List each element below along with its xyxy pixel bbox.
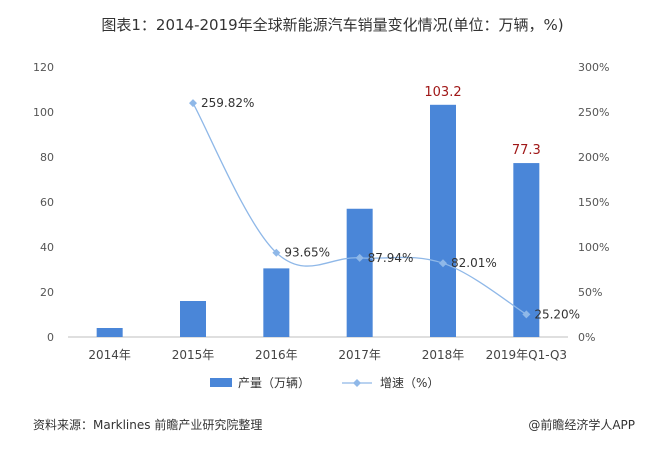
x-tick-label: 2014年 (88, 348, 131, 362)
growth-line-path (192, 102, 527, 315)
bar (430, 104, 456, 337)
legend-swatch-marker (353, 379, 361, 387)
x-tick-label: 2015年 (172, 348, 215, 362)
bar (96, 328, 123, 337)
y-right-tick-label: 150% (578, 196, 609, 209)
bars (96, 104, 540, 337)
growth-value-label: 87.94% (368, 251, 414, 265)
bar-value-label: 103.2 (424, 85, 461, 100)
y-left-tick-label: 80 (40, 151, 54, 164)
growth-line (189, 99, 531, 319)
x-tick-label: 2019年Q1-Q3 (486, 348, 567, 362)
legend: 产量（万辆） 增速（%） (210, 376, 439, 390)
brand-credit: @前瞻经济学人APP (528, 418, 635, 432)
source-note: 资料来源：Marklines 前瞻产业研究院整理 (33, 418, 263, 432)
growth-point (189, 99, 197, 108)
y-right-tick-label: 250% (578, 106, 609, 119)
x-tick-label: 2016年 (255, 348, 298, 362)
y-right-tick-label: 100% (578, 241, 609, 254)
growth-value-label: 93.65% (284, 246, 330, 260)
axes: 0 20 40 60 80 100 120 0% 50% 100% 150% 200% 250% 300%… (33, 61, 609, 362)
data-labels: 103.2 77.3 259.82% 93.65% 87.94% 82.01% 25.20% (201, 85, 580, 322)
y-right-tick-label: 50% (578, 286, 602, 299)
growth-point (439, 259, 447, 268)
x-tick-label: 2018年 (422, 348, 465, 362)
bar (180, 301, 206, 337)
chart-title: 图表1：2014-2019年全球新能源汽车销量变化情况(单位：万辆，%) (101, 16, 564, 34)
y-left-tick-label: 120 (33, 61, 54, 74)
growth-point (522, 310, 531, 319)
growth-value-label: 82.01% (451, 256, 497, 270)
legend-label-line: 增速（%） (380, 376, 439, 390)
y-left-tick-label: 20 (40, 286, 54, 299)
legend-swatch-bar (210, 378, 232, 387)
bar (346, 208, 373, 337)
y-left-tick-label: 0 (47, 331, 54, 344)
growth-value-label: 25.20% (534, 307, 580, 321)
y-left-tick-label: 60 (40, 196, 54, 209)
y-left-tick-label: 40 (40, 241, 54, 254)
growth-value-label: 259.82% (201, 96, 254, 110)
x-tick-label: 2017年 (338, 348, 381, 362)
y-right-tick-label: 200% (578, 151, 609, 164)
y-left-tick-label: 100 (33, 106, 54, 119)
y-right-tick-label: 0% (578, 331, 595, 344)
growth-point (272, 248, 281, 257)
legend-label-bar: 产量（万辆） (238, 376, 310, 390)
y-right-tick-label: 300% (578, 61, 609, 74)
bar (263, 268, 290, 337)
bar-value-label: 77.3 (512, 143, 541, 158)
growth-point (355, 253, 364, 262)
